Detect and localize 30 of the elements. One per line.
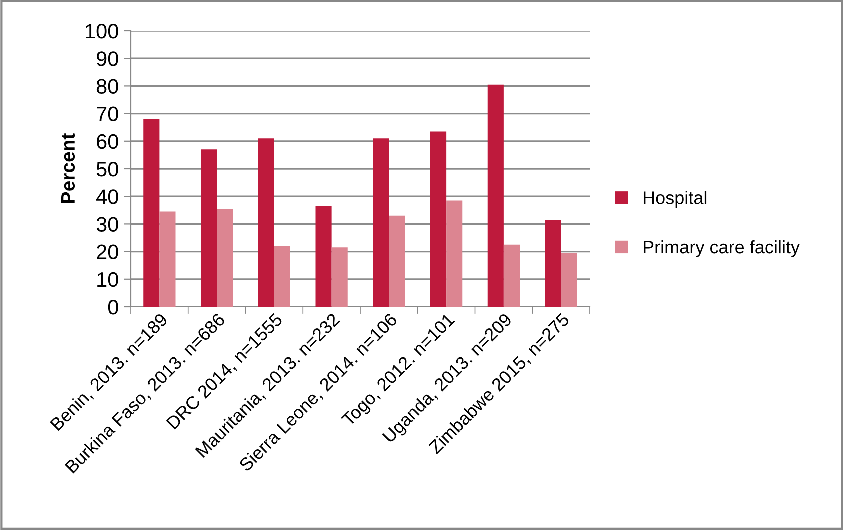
bar <box>274 246 291 307</box>
y-tick-label: 50 <box>96 162 118 177</box>
y-tick-label: 70 <box>97 106 118 122</box>
bar <box>316 206 332 307</box>
bar <box>504 244 520 307</box>
bar <box>201 150 218 307</box>
bar <box>332 248 348 307</box>
bar <box>217 209 234 307</box>
bar <box>373 138 390 307</box>
y-tick-label: 40 <box>96 190 118 204</box>
y-tick-label: 80 <box>96 79 118 94</box>
bar <box>561 253 578 307</box>
y-axis-title: Percent <box>61 134 76 204</box>
bar <box>160 212 176 307</box>
bar <box>430 132 447 307</box>
bar <box>488 84 504 307</box>
y-tick-label: 60 <box>97 134 118 150</box>
y-tick-label: 90 <box>97 52 118 66</box>
y-tick-label: 10 <box>98 272 118 288</box>
y-tick-label: 100 <box>86 24 118 39</box>
y-tick-label: 0 <box>108 300 118 315</box>
y-tick-label: 20 <box>97 244 118 260</box>
legend-label: Hospital <box>644 191 707 208</box>
bar <box>545 220 562 307</box>
bar <box>389 216 406 307</box>
bar <box>446 200 463 307</box>
legend-label: Primary care facility <box>644 240 800 258</box>
y-tick-label: 30 <box>96 217 118 232</box>
bar <box>144 119 160 307</box>
bar <box>258 138 274 307</box>
